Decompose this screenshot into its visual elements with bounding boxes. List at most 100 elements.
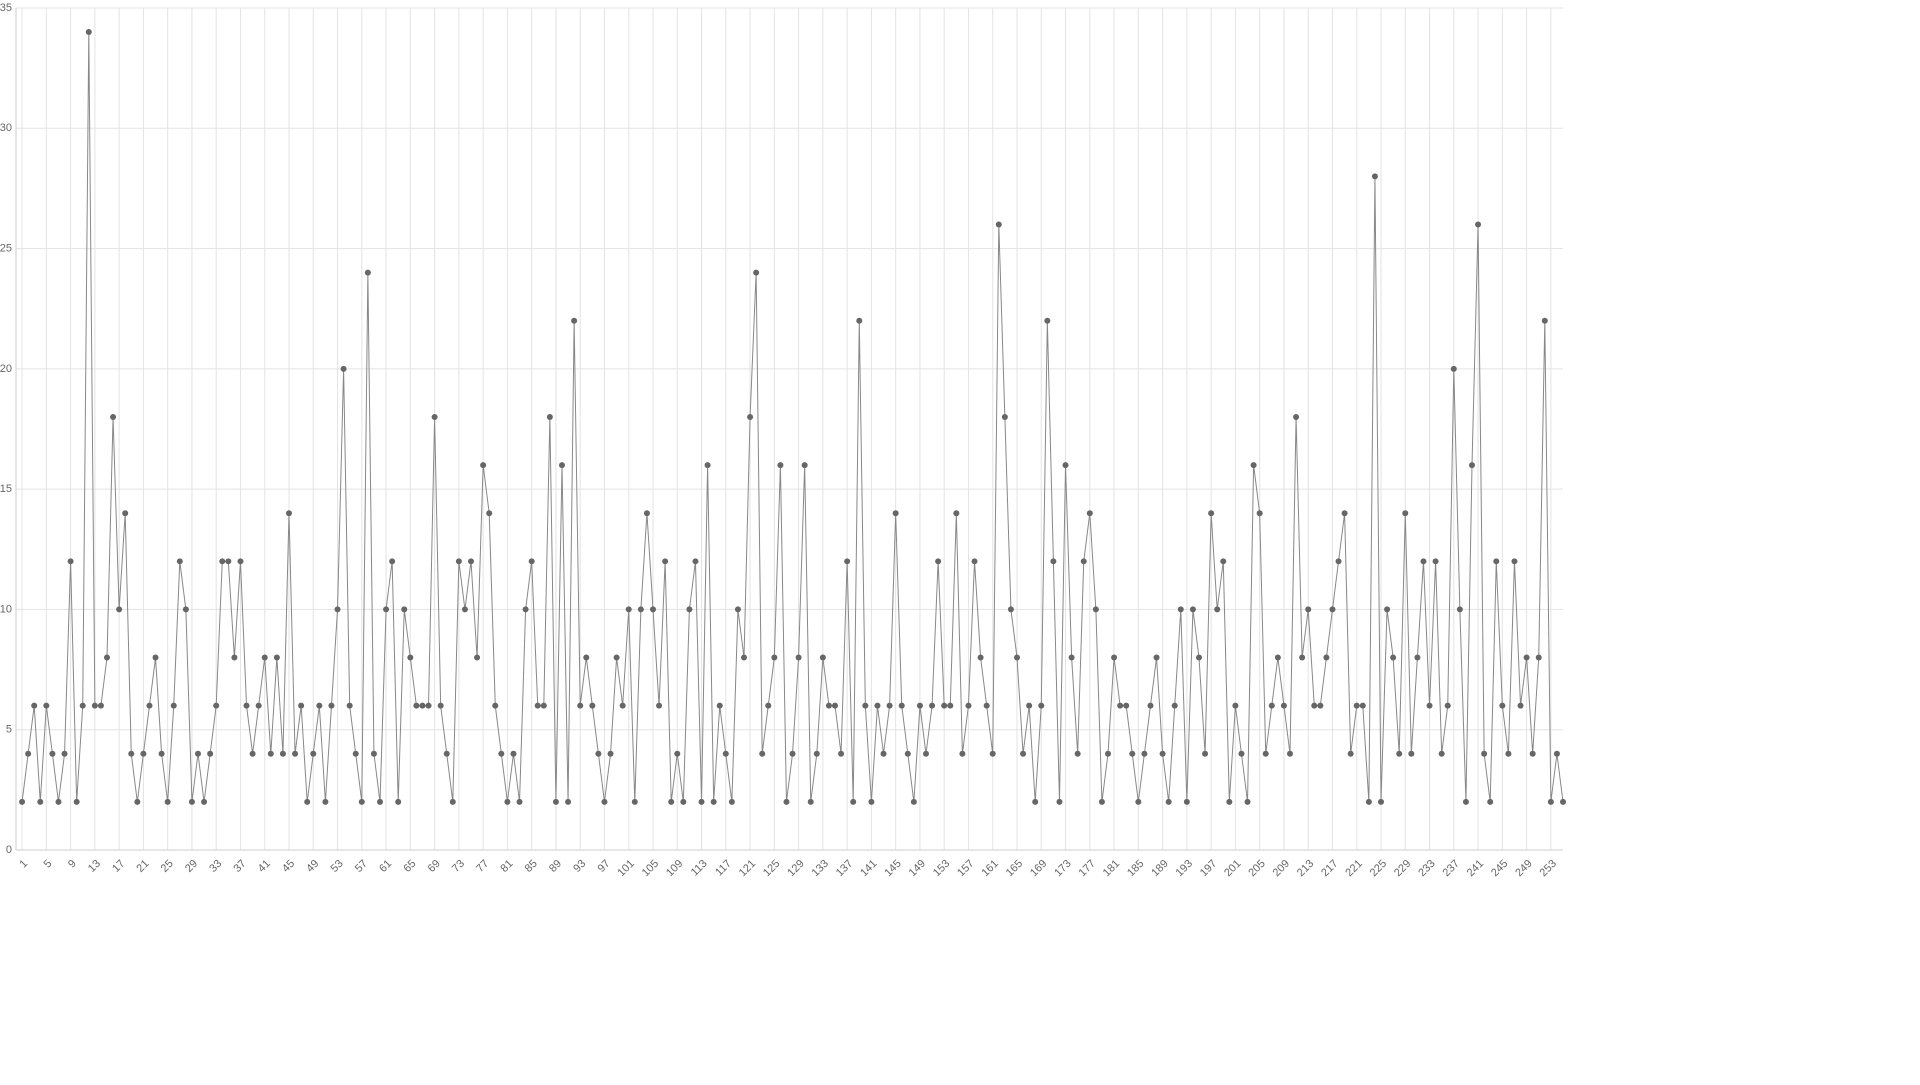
x-tick-label: 45 [280, 858, 297, 875]
x-tick-label: 29 [183, 858, 200, 875]
point [1232, 702, 1239, 709]
point [1226, 798, 1233, 805]
point [516, 798, 523, 805]
point [1547, 798, 1554, 805]
point [1050, 558, 1057, 565]
x-tick-label: 241 [1465, 858, 1486, 879]
point [1135, 798, 1142, 805]
point [1111, 654, 1118, 661]
x-tick-label: 245 [1489, 858, 1510, 879]
point [613, 654, 620, 661]
point [1256, 510, 1263, 517]
point [862, 702, 869, 709]
point [140, 750, 147, 757]
point [1462, 798, 1469, 805]
x-tick-label: 177 [1077, 858, 1098, 879]
x-tick-label: 77 [474, 858, 491, 875]
point [771, 654, 778, 661]
point [923, 750, 929, 757]
point [692, 558, 699, 565]
point [886, 702, 893, 709]
point [1123, 702, 1130, 709]
point [619, 702, 626, 709]
point [868, 798, 875, 805]
x-tick-label: 37 [231, 858, 248, 875]
x-tick-label: 1 [17, 858, 30, 871]
point [449, 798, 456, 805]
x-tick-label: 105 [640, 858, 661, 879]
point [370, 750, 377, 757]
point [989, 750, 996, 757]
point [116, 606, 123, 613]
point [1068, 654, 1075, 661]
point [322, 798, 329, 805]
point [1196, 654, 1202, 661]
y-tick-label: 20 [0, 363, 12, 375]
point [916, 702, 923, 709]
point [1293, 413, 1300, 420]
point [413, 702, 420, 709]
x-tick-label: 101 [615, 858, 636, 879]
y-tick-label: 10 [0, 603, 12, 615]
point [1117, 702, 1124, 709]
x-tick-label: 57 [353, 858, 370, 875]
point [1147, 702, 1154, 709]
point [1220, 558, 1227, 565]
point [1408, 750, 1415, 757]
point [971, 558, 978, 565]
point [1475, 221, 1482, 228]
point [188, 798, 195, 805]
point [686, 606, 693, 613]
point [1438, 750, 1445, 757]
x-tick-label: 205 [1246, 858, 1267, 879]
x-tick-label: 237 [1441, 858, 1462, 879]
point [1274, 654, 1281, 661]
x-tick-label: 153 [931, 858, 952, 879]
point [783, 798, 790, 805]
point [55, 798, 62, 805]
point [91, 702, 98, 709]
point [825, 702, 832, 709]
x-tick-label: 117 [713, 858, 734, 879]
point [813, 750, 820, 757]
point [43, 702, 50, 709]
line [21, 32, 1564, 802]
point [1062, 462, 1069, 469]
point [1359, 702, 1366, 709]
x-tick-label: 213 [1295, 858, 1316, 879]
point [1541, 317, 1548, 324]
x-tick-label: 113 [689, 858, 710, 879]
x-tick-label: 41 [256, 858, 273, 875]
point [437, 702, 444, 709]
point [722, 750, 729, 757]
point [977, 654, 984, 661]
point [1092, 606, 1099, 613]
point [546, 413, 553, 420]
point [552, 798, 559, 805]
point [352, 750, 359, 757]
point [1323, 654, 1330, 661]
point [1007, 606, 1014, 613]
point [425, 702, 432, 709]
point [838, 750, 845, 757]
point [468, 558, 474, 565]
point [1202, 750, 1209, 757]
point [364, 269, 371, 276]
x-tick-label: 141 [858, 858, 879, 879]
point [73, 798, 80, 805]
point [795, 654, 802, 661]
point [1044, 317, 1051, 324]
x-tick-label: 193 [1174, 858, 1195, 879]
point [273, 654, 280, 661]
point [1560, 798, 1566, 805]
point [1183, 798, 1190, 805]
point [637, 606, 644, 613]
point [170, 702, 177, 709]
point [698, 798, 705, 805]
point [431, 413, 438, 420]
point [310, 750, 317, 757]
x-tick-label: 221 [1343, 858, 1364, 879]
point [79, 702, 86, 709]
point [443, 750, 450, 757]
x-tick-label: 149 [907, 858, 928, 879]
